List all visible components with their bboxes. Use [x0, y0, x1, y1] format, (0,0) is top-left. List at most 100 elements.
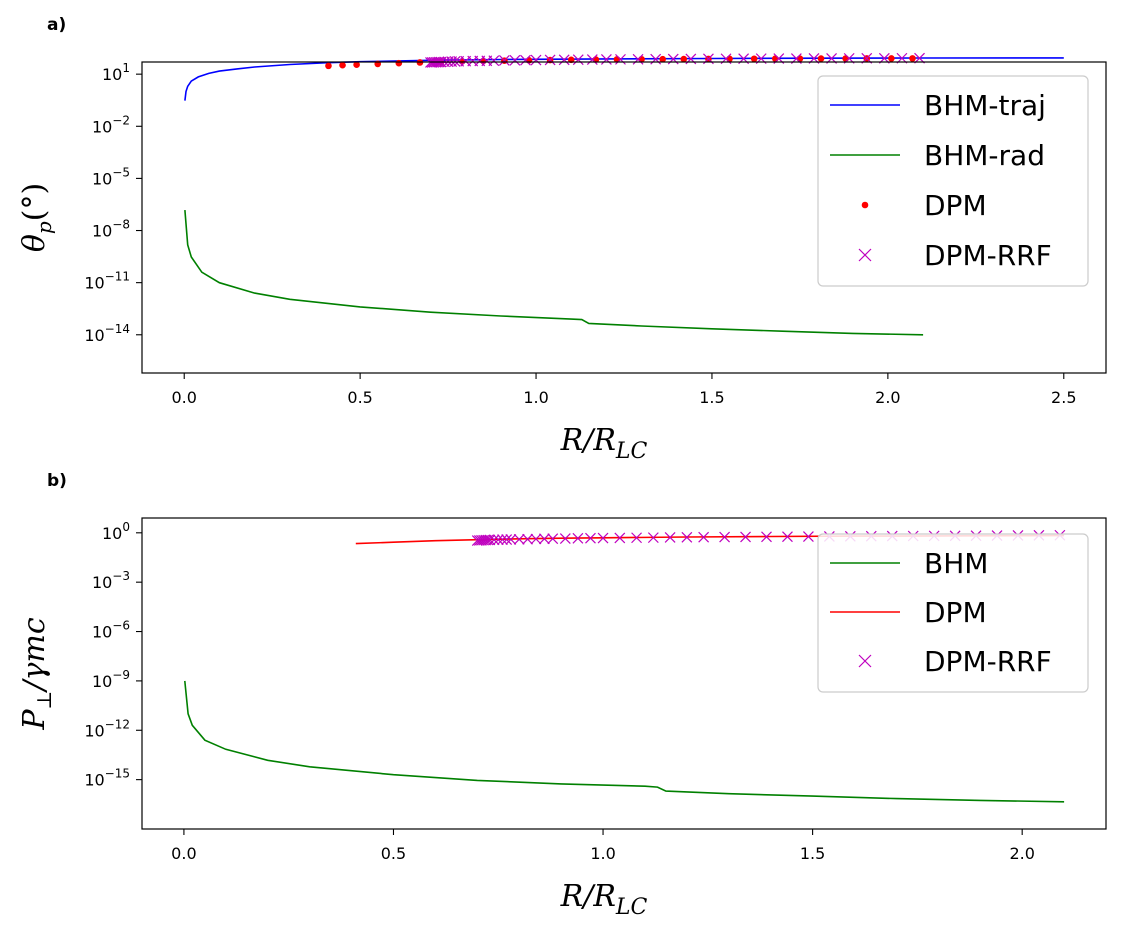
data-point-DPM [909, 55, 916, 62]
plot-frame [141, 61, 1107, 374]
data-cross-DPM-RRF [761, 531, 772, 543]
x-axis-label: R/RLC [560, 423, 648, 464]
panel-label: a) [47, 15, 66, 35]
data-cross-DPM-RRF [698, 531, 710, 543]
data-cross-DPM-RRF [488, 55, 500, 67]
data-cross-DPM-RRF [480, 534, 492, 546]
data-point-DPM [750, 55, 758, 63]
data-cross-DPM-RRF [681, 531, 693, 543]
y-tick-label: 100 [102, 520, 130, 543]
data-point-DPM [888, 55, 895, 62]
y-tick-label: 10−9 [92, 668, 130, 691]
data-point-DPM [796, 55, 804, 62]
data-point-DPM [817, 55, 825, 62]
legend-label: BHM-traj [924, 89, 1046, 122]
x-tick-label: 0.0 [171, 388, 196, 407]
data-cross-DPM-RRF [492, 534, 504, 546]
data-point-DPM [771, 55, 779, 62]
data-cross-DPM-RRF [498, 54, 510, 66]
data-cross-DPM-RRF [509, 54, 521, 66]
chart-panel-b: b) 0.0 0.5 1.0 1.5 2.0 100 10−3 10−6 10−9 10−12 10−… [17, 471, 1107, 920]
x-tick-label: 0.0 [171, 844, 196, 863]
data-point-DPM [842, 55, 849, 62]
data-point-DPM [353, 61, 360, 69]
x-tick-label: 1.0 [590, 844, 615, 863]
y-tick-label: 10−12 [84, 717, 130, 740]
legend-handle-DPM-RRF [858, 248, 872, 262]
series-line-BHM-traj [184, 57, 1064, 101]
y-tick-label: 10−8 [92, 218, 130, 241]
y-axis-label: θp(°) [17, 183, 56, 252]
y-tick-label: 10−5 [92, 165, 130, 188]
legend-handle-DPM [861, 201, 869, 209]
data-point-DPM [726, 55, 733, 63]
data-cross-DPM-RRF [586, 54, 598, 66]
series-line-BHM-rad [184, 210, 924, 336]
x-tick-label: 1.5 [800, 844, 825, 863]
y-tick-label: 10−3 [92, 569, 130, 592]
panel-label: b) [47, 471, 67, 491]
data-cross-DPM-RRF [488, 534, 500, 546]
x-tick-label: 0.5 [347, 388, 372, 407]
x-tick-label: 2.0 [1009, 844, 1034, 863]
legend-box [817, 75, 1089, 287]
data-cross-DPM-RRF [802, 531, 814, 543]
x-tick-label: 1.0 [523, 388, 548, 407]
data-cross-DPM-RRF [719, 531, 731, 543]
data-cross-DPM-RRF [505, 534, 517, 545]
y-tick-label: 101 [102, 61, 130, 84]
x-tick-label: 0.5 [381, 844, 406, 863]
y-tick-label: 10−14 [84, 322, 130, 345]
data-cross-DPM-RRF [647, 532, 659, 544]
x-tick-label: 2.5 [1051, 388, 1076, 407]
data-cross-DPM-RRF [615, 53, 626, 65]
legend-label: DPM [924, 596, 987, 629]
data-cross-DPM-RRF [484, 534, 496, 546]
legend-label: DPM-RRF [924, 645, 1052, 678]
data-cross-DPM-RRF [497, 534, 508, 546]
chart-panel-a: a) 0.0 0.5 1.0 1.5 2.0 2.5 101 10−2 10−5 10−8 10−11… [17, 15, 1107, 464]
data-point-DPM [680, 55, 688, 63]
data-cross-DPM-RRF [501, 534, 513, 545]
y-tick-label: 10−6 [92, 619, 130, 642]
data-cross-DPM-RRF [585, 532, 596, 544]
x-tick-label: 1.5 [699, 388, 724, 407]
x-tick-label: 2.0 [875, 388, 900, 407]
y-tick-label: 10−15 [84, 767, 130, 790]
data-point-DPM [325, 62, 332, 70]
data-point-DPM [395, 59, 403, 67]
legend-label: DPM [924, 189, 987, 222]
data-cross-DPM-RRF [572, 54, 584, 66]
data-cross-DPM-RRF [559, 533, 571, 544]
data-point-DPM [339, 61, 346, 69]
legend: BHM-traj BHM-rad DPM DPM-RRF [817, 75, 1089, 287]
data-cross-DPM-RRF [513, 533, 525, 545]
legend-handle-DPM-RRF [858, 654, 872, 668]
data-cross-DPM-RRF [522, 533, 534, 545]
legend-label: BHM [924, 547, 988, 580]
legend: BHM DPM DPM-RRF [817, 533, 1089, 693]
x-axis-label: R/RLC [560, 879, 648, 920]
data-cross-DPM-RRF [664, 532, 676, 543]
data-cross-DPM-RRF [558, 54, 570, 66]
legend-label: DPM-RRF [924, 239, 1052, 272]
data-cross-DPM-RRF [530, 54, 542, 66]
data-cross-DPM-RRF [600, 54, 612, 65]
y-tick-label: 10−2 [92, 113, 130, 136]
data-cross-DPM-RRF [572, 532, 584, 544]
plot-frame [141, 517, 1107, 830]
series-line-BHM [184, 680, 1065, 803]
data-cross-DPM-RRF [782, 531, 793, 543]
data-cross-DPM-RRF [538, 533, 550, 545]
data-cross-DPM-RRF [547, 533, 559, 545]
data-cross-DPM-RRF [597, 532, 609, 544]
y-tick-label: 10−11 [84, 270, 130, 293]
data-cross-DPM-RRF [631, 532, 642, 544]
legend-box [817, 533, 1089, 693]
data-point-DPM [659, 55, 667, 63]
data-cross-DPM-RRF [614, 532, 626, 544]
data-cross-DPM-RRF [740, 531, 751, 543]
data-cross-DPM-RRF [520, 54, 531, 66]
data-cross-DPM-RRF [544, 54, 556, 66]
